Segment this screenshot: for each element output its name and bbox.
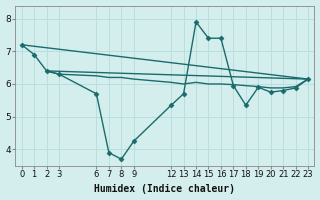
X-axis label: Humidex (Indice chaleur): Humidex (Indice chaleur) [94, 184, 236, 194]
